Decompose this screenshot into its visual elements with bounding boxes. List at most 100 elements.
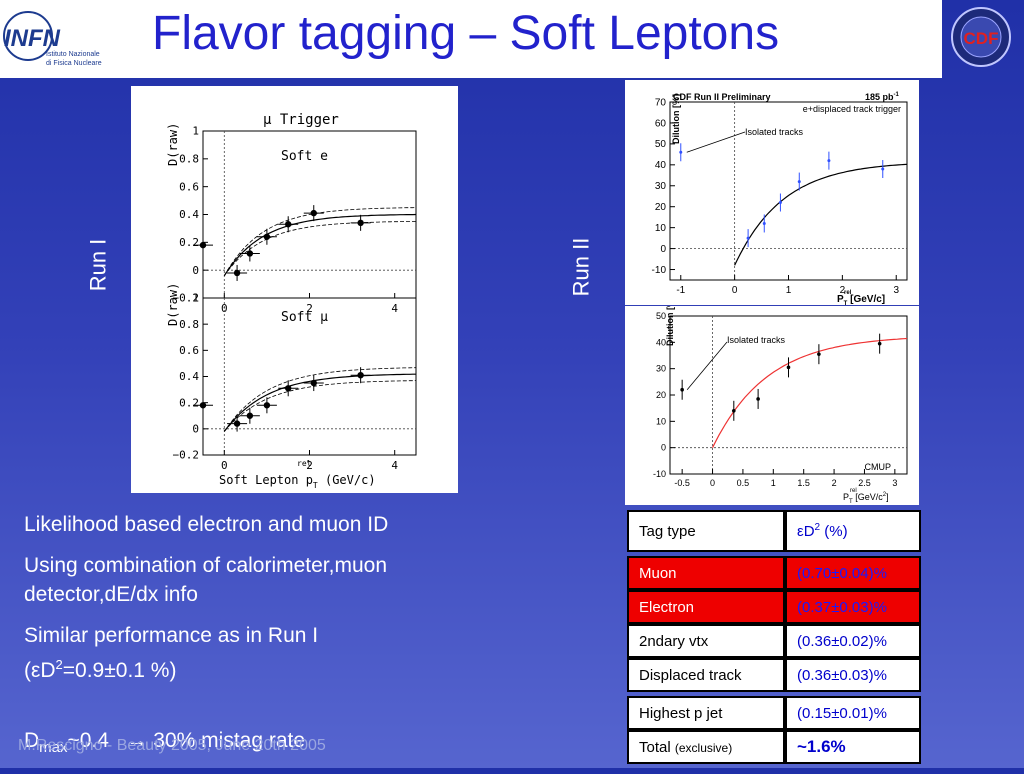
y-tick-label: −0.2: [173, 449, 200, 462]
table-row: 2ndary vtx (0.36±0.02)%: [627, 624, 921, 658]
data-point: [756, 397, 760, 401]
y-tick-label: 50: [655, 139, 667, 150]
run1-ylabel-top: D(raw): [166, 123, 180, 166]
x-tick-label: 3: [892, 478, 897, 488]
data-point: [263, 402, 271, 409]
table-header-value: εD2 (%): [785, 510, 921, 552]
y-tick-label: 0.2: [179, 396, 199, 409]
page-title: Flavor tagging – Soft Leptons: [152, 7, 780, 60]
x-tick-label: -0.5: [674, 478, 690, 488]
infn-logo: INFN Istituto Nazionale di Fisica Nuclea…: [2, 6, 112, 72]
data-point: [357, 219, 364, 227]
x-tick-label: 4: [391, 459, 398, 472]
bullet-3: Similar performance as in Run I (εD2=0.9…: [24, 624, 319, 682]
y-tick-label: 0.6: [179, 344, 199, 357]
annotation-line: [686, 131, 746, 153]
run2-bottom-tag: CMUP: [865, 462, 892, 472]
annotation-line: [686, 341, 728, 390]
x-tick-label: 0: [710, 478, 715, 488]
fit-curve: [223, 373, 416, 432]
y-tick-label: 0: [192, 423, 199, 436]
bullet-list: Likelihood based electron and muon ID Us…: [24, 510, 494, 774]
bullet-4: Dmax~0.4 → 30% mistag rate: [24, 729, 306, 757]
y-tick-label: 1: [192, 292, 199, 305]
svg-text:CDF: CDF: [964, 29, 999, 48]
y-tick-label: 60: [655, 118, 667, 129]
infn-logo-text: INFN: [4, 25, 61, 52]
y-tick-label: 20: [655, 202, 667, 213]
x-tick-label: 0: [221, 459, 228, 472]
data-point: [263, 233, 271, 240]
data-point: [357, 371, 364, 379]
fit-band: [223, 367, 416, 432]
table-row: Displaced track (0.36±0.03)%: [627, 658, 921, 692]
y-tick-label: -10: [653, 469, 666, 479]
x-tick-label: 1: [771, 478, 776, 488]
data-point: [285, 221, 292, 228]
run1-label: Run I: [85, 238, 111, 292]
data-point: [246, 250, 254, 257]
y-tick-label: −0.2: [173, 292, 200, 305]
x-tick-label: 0: [732, 285, 738, 296]
y-tick-label: 40: [655, 160, 667, 171]
data-point: [233, 269, 241, 277]
data-point: [246, 412, 254, 419]
y-tick-label: 0: [660, 244, 666, 255]
y-tick-label: 10: [655, 223, 667, 234]
data-point: [762, 221, 766, 225]
x-tick-label: 0.5: [737, 478, 750, 488]
y-tick-label: 0.4: [179, 370, 199, 383]
run2-bottom-annotation: Isolated tracks: [727, 335, 786, 345]
data-point: [310, 379, 317, 387]
run2-top-plot: CDF Run II Preliminary 185 pb-1 e+displa…: [625, 80, 919, 307]
run2-top-lumi: 185 pb-1: [865, 92, 900, 102]
fit-curve: [223, 213, 417, 277]
data-point: [680, 387, 684, 392]
data-point: [679, 150, 683, 154]
y-tick-label: 70: [655, 97, 667, 108]
y-tick-label: 50: [656, 311, 666, 321]
table-total-row: Total (exclusive) ~1.6%: [627, 730, 921, 764]
data-point: [797, 180, 801, 184]
x-tick-label: 2: [840, 285, 846, 296]
data-point: [285, 385, 292, 392]
table-header-row: Tag type εD2 (%): [627, 510, 921, 552]
cdf-logo: CDF: [950, 6, 1012, 68]
run2-top-title: CDF Run II Preliminary: [673, 92, 771, 102]
svg-text:rel: rel: [297, 459, 312, 468]
y-tick-label: 40: [656, 337, 666, 347]
y-tick-label: -10: [652, 265, 667, 276]
svg-text:rel: rel: [844, 290, 852, 296]
y-tick-label: 30: [656, 364, 666, 374]
y-tick-label: 20: [656, 390, 666, 400]
data-point: [199, 241, 207, 249]
run1-xlabel: Soft Lepton pT (GeV/c): [219, 473, 376, 490]
x-tick-label: 2: [832, 478, 837, 488]
y-tick-label: 30: [655, 181, 667, 192]
run1-ylabel-bottom: D(raw): [166, 283, 180, 326]
x-tick-label: 2: [306, 459, 313, 472]
svg-text:di Fisica Nucleare: di Fisica Nucleare: [46, 60, 102, 67]
run1-top-label: Soft e: [281, 149, 328, 164]
fit-band: [223, 221, 417, 276]
fit-band: [223, 207, 417, 276]
x-tick-label: 4: [391, 302, 398, 315]
table-header-type: Tag type: [627, 510, 785, 552]
run1-plot-header: μ Trigger: [263, 112, 339, 128]
y-tick-label: 10: [656, 416, 666, 426]
run2-top-annotation: Isolated tracks: [745, 127, 804, 137]
bullet-1: Likelihood based electron and muon ID: [24, 513, 389, 536]
data-point: [746, 236, 750, 240]
run1-plot: μ Trigger Soft e Soft μ D(raw) D(raw) So…: [131, 86, 458, 493]
run2-top-xlabel: PT [GeV/c]: [837, 294, 885, 305]
data-point: [233, 420, 241, 427]
y-tick-label: 0: [192, 264, 199, 277]
x-tick-label: 1.5: [797, 478, 810, 488]
y-tick-label: 0.6: [179, 180, 199, 193]
run2-top-trigger: e+displaced track trigger: [803, 104, 901, 114]
x-tick-label: 2: [306, 302, 313, 315]
run2-label: Run II: [568, 237, 594, 297]
x-tick-label: 0: [221, 302, 228, 315]
y-tick-label: 0.4: [179, 208, 199, 221]
y-tick-label: 0.2: [179, 236, 199, 249]
